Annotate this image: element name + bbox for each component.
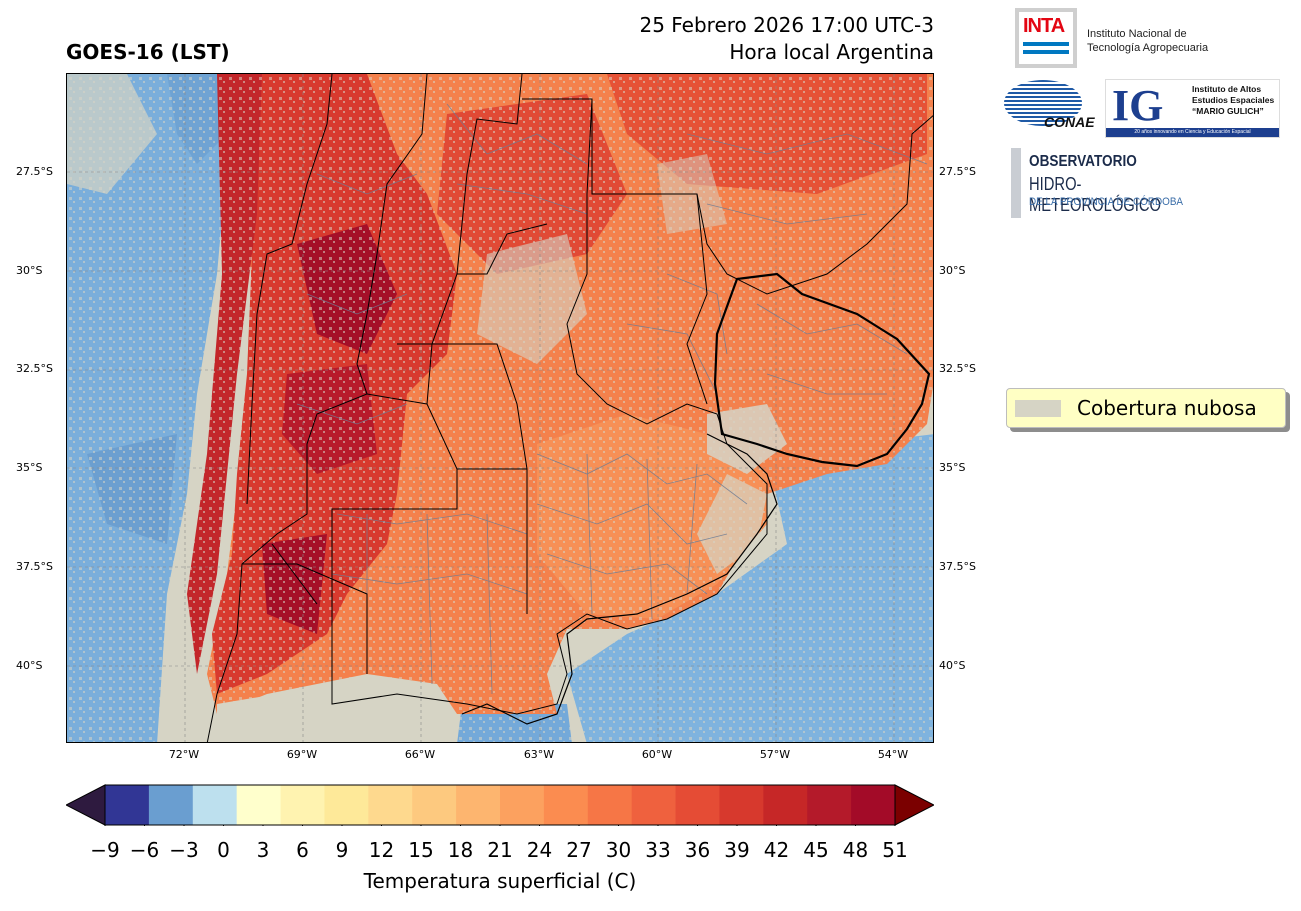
lst-map (66, 73, 934, 743)
lat-tick-left: 30°S (16, 264, 43, 277)
colorbar-tick-label: 36 (684, 838, 711, 862)
colorbar-tick-label: 15 (408, 838, 434, 862)
colorbar-segment (324, 785, 369, 825)
colorbar-segment (456, 785, 501, 825)
inta-name-line: Tecnología Agropecuaria (1087, 42, 1209, 54)
colorbar-segment (851, 785, 896, 825)
lon-tick: 69°W (286, 748, 318, 761)
lon-tick: 54°W (877, 748, 909, 761)
lat-tick-left: 40°S (16, 659, 43, 672)
uruguay-border (713, 272, 931, 468)
ig-logo-letters: IG (1112, 81, 1164, 130)
conae-globe-icon (1004, 80, 1082, 126)
date-line: 25 Febrero 2026 17:00 UTC-3 (639, 13, 934, 37)
colorbar-tick-label: 33 (645, 838, 671, 862)
department-borders (296, 103, 928, 695)
colorbar-tick-label: 51 (882, 838, 908, 862)
conae-logo-word: CONAE (1044, 114, 1095, 130)
colorbar-tick-label: 30 (605, 838, 632, 862)
lat-tick-right: 30°S (939, 264, 966, 277)
inta-name: Instituto Nacional de Tecnología Agropec… (1087, 27, 1208, 55)
inta-name-line: Instituto Nacional de (1087, 28, 1187, 40)
colorbar (66, 784, 934, 826)
lat-tick-left: 27.5°S (16, 165, 53, 178)
observatorio-line-3: DE LA PROVINCIA DE CÓRDOBA (1029, 196, 1184, 208)
lon-tick: 66°W (404, 748, 436, 761)
colorbar-over-arrow (894, 784, 934, 826)
colorbar-segment (412, 785, 457, 825)
lon-tick: 63°W (523, 748, 555, 761)
ig-logo-text: Instituto de Altos Estudios Espaciales “… (1192, 84, 1275, 116)
colorbar-tick-label: 45 (803, 838, 829, 862)
lon-tick: 60°W (641, 748, 673, 761)
colorbar-tick-label: 21 (487, 838, 513, 862)
cloud-legend-swatch (1015, 400, 1061, 417)
coastline (461, 433, 778, 725)
colorbar-tick-label: 0 (217, 838, 230, 862)
lat-tick-right: 32.5°S (939, 362, 976, 375)
colorbar-segment (631, 785, 677, 825)
inta-logo: INTA (1015, 8, 1077, 68)
lat-tick-left: 32.5°S (16, 362, 53, 375)
inta-logo-word: INTA (1023, 15, 1065, 37)
colorbar-tick-label: 27 (566, 838, 592, 862)
observatorio-line-1: OBSERVATORIO (1029, 153, 1137, 170)
ig-logo-strip: 20 años innovando en Ciencia y Educación… (1106, 128, 1279, 137)
colorbar-segment (807, 785, 852, 825)
colorbar-segment (719, 785, 764, 825)
colorbar-tick-label: −6 (129, 838, 160, 862)
colorbar-tick-label: 39 (724, 838, 750, 862)
lat-tick-left: 35°S (16, 461, 43, 474)
timestamp-block: 25 Febrero 2026 17:00 UTC-3 Hora local A… (560, 12, 934, 66)
lat-tick-right: 35°S (939, 461, 966, 474)
colorbar-title: Temperatura superficial (C) (363, 869, 637, 893)
colorbar-tick-label: 42 (763, 838, 790, 862)
province-borders (206, 74, 933, 742)
graticule (67, 74, 933, 742)
colorbar-tick-label: 6 (296, 838, 309, 862)
observatorio-logo: OBSERVATORIO HIDRO-METEOROLÓGICO DE LA P… (1011, 148, 1251, 218)
map-svg (67, 74, 933, 742)
cloud-legend-label: Cobertura nubosa (1077, 396, 1257, 420)
colorbar-segment (280, 785, 325, 825)
colorbar-under-arrow (66, 784, 106, 826)
colorbar-segment (675, 785, 720, 825)
colorbar-segment (192, 785, 238, 825)
conae-logo: CONAE (1004, 80, 1095, 132)
lon-tick: 57°W (759, 748, 791, 761)
colorbar-tick-label: 12 (368, 838, 395, 862)
map-title: GOES-16 (LST) (66, 40, 230, 64)
cloud-legend: Cobertura nubosa (1006, 388, 1286, 428)
colorbar-tick-label: −3 (169, 838, 199, 862)
colorbar-segment (543, 785, 589, 825)
lat-tick-right: 40°S (939, 659, 966, 672)
colorbar-segment (500, 785, 545, 825)
lat-tick-left: 37.5°S (16, 560, 53, 573)
lat-tick-right: 27.5°S (939, 165, 976, 178)
cloud-patch (477, 234, 587, 364)
colorbar-segment (236, 785, 282, 825)
colorbar-segment (148, 785, 194, 825)
colorbar-tick-label: 9 (335, 838, 349, 862)
lon-tick: 72°W (168, 748, 200, 761)
colorbar-tick-label: 18 (447, 838, 474, 862)
colorbar-tick-label: 3 (256, 838, 270, 862)
ig-logo: IG Instituto de Altos Estudios Espaciale… (1105, 79, 1280, 138)
colorbar-tick-label: 24 (526, 838, 553, 862)
colorbar-segment (763, 785, 808, 825)
lat-tick-right: 37.5°S (939, 560, 976, 573)
colorbar-segment (587, 785, 633, 825)
local-time-line: Hora local Argentina (729, 40, 934, 64)
colorbar-segment (368, 785, 413, 825)
colorbar-tick-label: −9 (90, 838, 120, 862)
colorbar-segment (105, 785, 150, 825)
observatorio-line-2: HIDRO-METEOROLÓGICO (1029, 174, 1162, 215)
colorbar-tick-label: 48 (842, 838, 869, 862)
